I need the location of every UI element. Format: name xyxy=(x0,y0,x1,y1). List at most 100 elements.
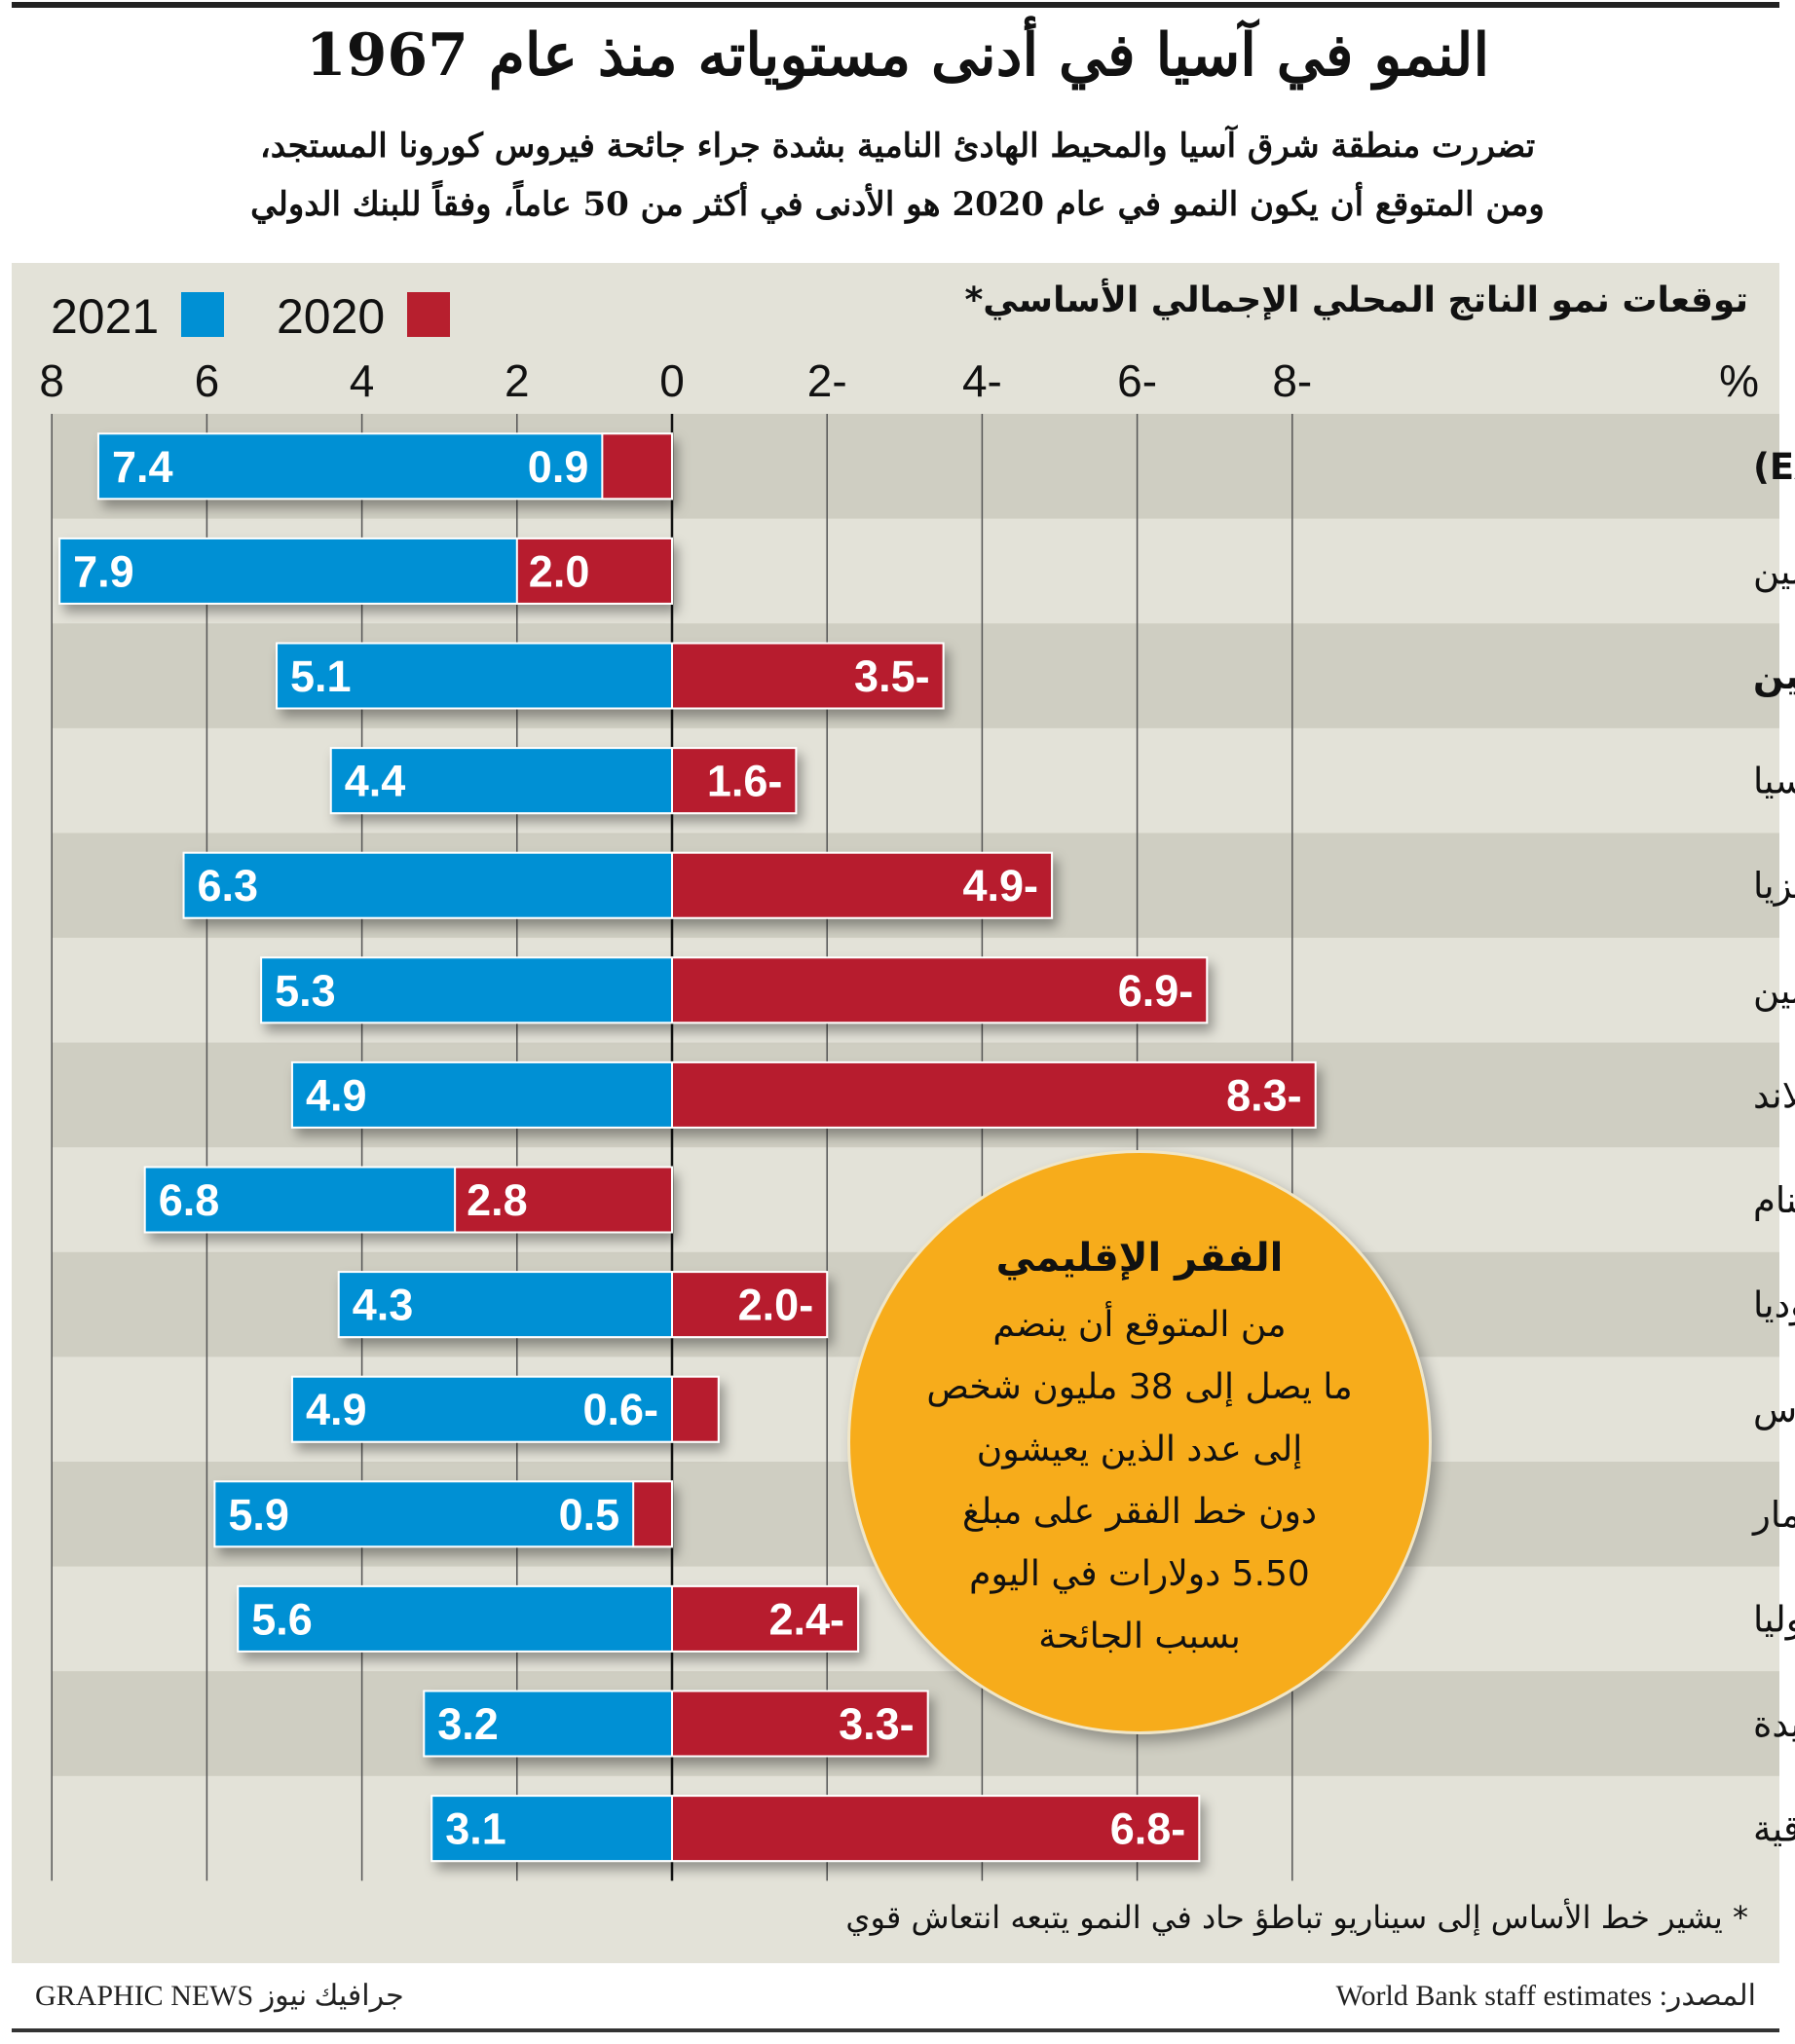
bar-label-2020: 1.6- xyxy=(707,757,783,806)
source: المصدر: World Bank staff estimates xyxy=(1335,1980,1756,2012)
bar-label-2021: 5.9 xyxy=(228,1490,289,1540)
bar-group xyxy=(96,432,673,501)
page-title: النمو في آسيا في أدنى مستوياته منذ عام 1… xyxy=(305,21,1490,90)
bar-label-2020: 2.4- xyxy=(768,1594,844,1644)
bar-label-2020: 2.0 xyxy=(529,546,590,596)
callout-line: 5.50 دولارات في اليوم xyxy=(969,1554,1310,1594)
callout-line: دون خط الفقر على مبلغ xyxy=(962,1492,1317,1532)
subtitle-line-2: ومن المتوقع أن يكون النمو في عام 2020 هو… xyxy=(250,185,1545,224)
category-label: إندونيسيا xyxy=(1753,761,1795,802)
bar-2020 xyxy=(671,1271,829,1339)
category-label: فيتنام xyxy=(1753,1179,1795,1221)
bar-label-2021: 5.1 xyxy=(290,651,352,701)
category-label: الصين xyxy=(1753,550,1795,592)
category-label: دول EAP باستثناء الصين xyxy=(1753,655,1795,697)
bar-group xyxy=(430,1795,1201,1863)
tick-label: 4- xyxy=(962,355,1002,406)
bar-label-2021: 7.4 xyxy=(112,442,173,492)
bar-label-2021: 4.3 xyxy=(353,1281,414,1330)
bar-2021 xyxy=(430,1795,673,1863)
bar-2020 xyxy=(671,642,945,710)
bar-2020 xyxy=(671,1375,720,1443)
callout-line: إلى عدد الذين يعيشون xyxy=(976,1430,1303,1469)
bar-2020 xyxy=(601,432,673,501)
callout-line: ما يصل إلى 38 مليون شخص xyxy=(926,1367,1353,1407)
bar-label-2021: 5.6 xyxy=(251,1594,313,1644)
bar-label-2020: 0.5 xyxy=(559,1490,620,1540)
bar-2020 xyxy=(515,537,673,605)
bar-label-2021: 6.3 xyxy=(198,861,259,911)
bar-2020 xyxy=(671,1795,1201,1863)
bar-group xyxy=(182,851,1054,919)
bar-2021 xyxy=(337,1271,673,1339)
callout-line: من المتوقع أن ينضم xyxy=(992,1305,1287,1345)
bar-label-2021: 4.9 xyxy=(306,1070,367,1120)
tick-label: 8 xyxy=(39,355,64,406)
bar-group xyxy=(237,1584,860,1653)
bar-label-2021: 5.3 xyxy=(275,966,336,1016)
bar-2020 xyxy=(632,1480,674,1548)
bar-label-2020: 4.9- xyxy=(962,861,1038,911)
bar-label-2020: 3.5- xyxy=(854,651,930,701)
bar-group xyxy=(260,956,1209,1024)
bar-2020 xyxy=(671,1584,860,1653)
bar-2021 xyxy=(213,1480,674,1548)
bar-label-2020: 2.0- xyxy=(738,1281,814,1330)
callout-heading: الفقر الإقليمي xyxy=(995,1236,1284,1281)
bar-label-2021: 7.9 xyxy=(73,546,134,596)
bar-2021 xyxy=(260,956,673,1024)
tick-label: 6 xyxy=(195,355,220,406)
bar-group xyxy=(337,1271,829,1339)
bar-2020 xyxy=(671,1690,929,1758)
category-label: تايلاند xyxy=(1753,1074,1795,1116)
bar-2020 xyxy=(454,1166,673,1234)
footnote: * يشير خط الأساس إلى سيناريو تباطؤ حاد ف… xyxy=(845,1899,1748,1936)
bar-group xyxy=(329,747,798,815)
bar-label-2021: 4.9 xyxy=(306,1385,367,1434)
tick-label: 8- xyxy=(1272,355,1312,406)
bar-2021 xyxy=(96,432,673,501)
category-label: بابوا غينيا الجديدة xyxy=(1753,1703,1795,1745)
legend-swatch-2021 xyxy=(181,292,224,337)
bar-2021 xyxy=(276,642,673,710)
bar-label-2021: 4.4 xyxy=(345,757,406,806)
credit: GRAPHIC NEWS جرافيك نيوز xyxy=(35,1980,404,2012)
bar-label-2021: 3.1 xyxy=(445,1804,506,1854)
bar-label-2020: 8.3- xyxy=(1226,1070,1302,1120)
bar-label-2020: 0.9 xyxy=(528,442,589,492)
bar-2021 xyxy=(237,1584,674,1653)
bar-label-2020: 0.6- xyxy=(582,1385,658,1434)
tick-label: 2 xyxy=(505,355,530,406)
bar-2021 xyxy=(329,747,673,815)
category-label: تيمور الشرقية xyxy=(1753,1808,1795,1850)
tick-label: 4 xyxy=(350,355,375,406)
bar-label-2021: 6.8 xyxy=(159,1175,220,1225)
bar-group xyxy=(290,1060,1317,1129)
category-label: كمبوديا xyxy=(1753,1284,1795,1326)
callout-line: بسبب الجائحة xyxy=(1038,1617,1241,1656)
tick-label: 0 xyxy=(659,355,685,406)
bar-2021 xyxy=(423,1690,673,1758)
bar-label-2020: 6.8- xyxy=(1110,1804,1186,1854)
unit-label: % xyxy=(1719,355,1759,406)
tick-label: 2- xyxy=(807,355,847,406)
bar-label-2020: 6.9- xyxy=(1118,966,1194,1016)
bar-group xyxy=(276,642,945,710)
category-label: لاوس xyxy=(1753,1389,1795,1431)
category-label: الفلبين xyxy=(1753,970,1795,1012)
bar-2020 xyxy=(671,1060,1317,1129)
bottom-rule xyxy=(12,2028,1779,2032)
bar-label-2020: 3.3- xyxy=(839,1699,915,1749)
bar-group xyxy=(213,1480,674,1548)
bar-label-2021: 3.2 xyxy=(437,1699,499,1749)
category-label: منغوليا xyxy=(1753,1598,1795,1640)
bar-group xyxy=(58,537,674,605)
legend-label-2020: 2020 xyxy=(277,289,386,344)
top-rule xyxy=(12,2,1779,8)
bar-group xyxy=(423,1690,929,1758)
category-label: ماليزيا xyxy=(1753,865,1795,907)
bar-2020 xyxy=(671,851,1054,919)
legend-swatch-2020 xyxy=(407,292,450,337)
